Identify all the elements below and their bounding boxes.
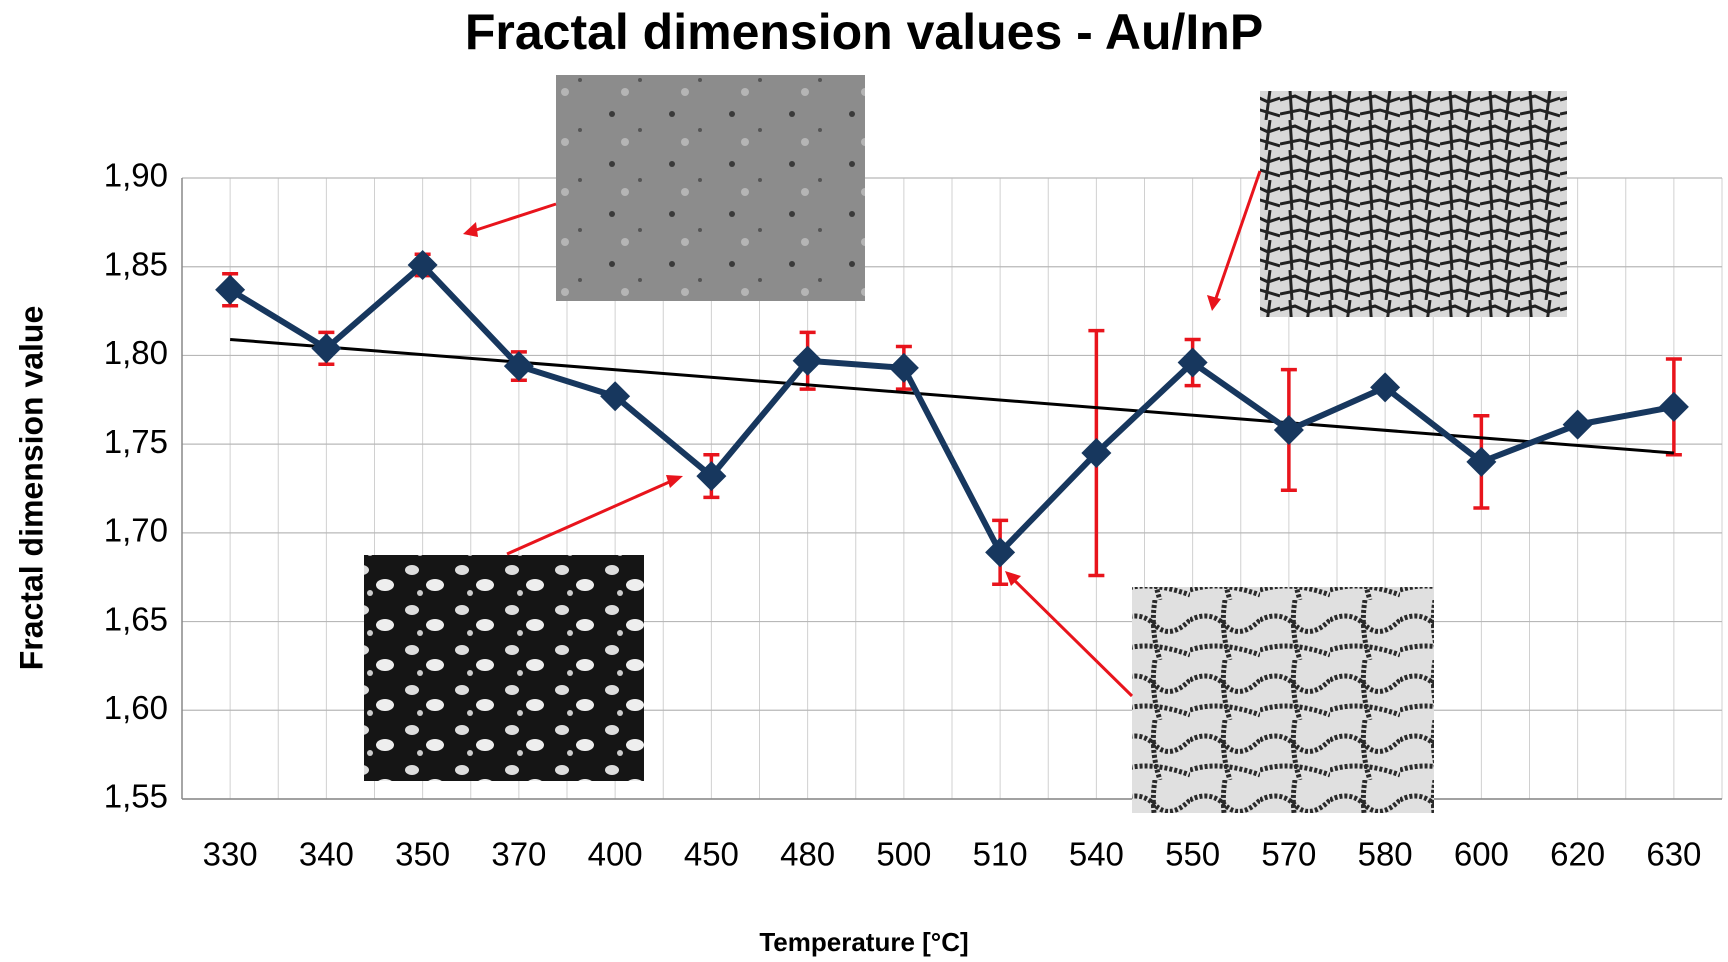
x-tick-label: 620 [1550, 836, 1605, 873]
y-tick-label: 1,80 [104, 334, 168, 371]
data-point [503, 351, 534, 382]
x-tick-label: 510 [973, 836, 1028, 873]
arrow [1008, 574, 1134, 698]
x-tick-label: 630 [1646, 836, 1701, 873]
x-tick-label: 540 [1069, 836, 1124, 873]
x-tick-label: 450 [684, 836, 739, 873]
x-axis-title: Temperature [°C] [759, 927, 968, 957]
data-point [600, 381, 631, 412]
y-tick-label: 1,65 [104, 600, 168, 637]
data-point [1466, 446, 1497, 477]
trendline [230, 337, 1674, 455]
x-tick-label: 370 [491, 836, 546, 873]
x-tick-label: 340 [299, 836, 354, 873]
x-tick-label: 350 [395, 836, 450, 873]
x-tick-label: 400 [588, 836, 643, 873]
x-tick-label: 500 [876, 836, 931, 873]
arrow [506, 477, 677, 556]
arrow-head [463, 222, 478, 237]
data-point [888, 352, 919, 383]
data-point [1562, 409, 1593, 440]
y-tick-label: 1,85 [104, 245, 168, 282]
micrograph-350 [556, 75, 865, 301]
y-tick-label: 1,90 [104, 157, 168, 194]
micrograph-510 [1132, 587, 1434, 813]
micrograph-450 [364, 555, 644, 781]
y-tick-label: 1,60 [104, 689, 168, 726]
y-tick-label: 1,75 [104, 423, 168, 460]
y-tick-label: 1,70 [104, 512, 168, 549]
micrograph-550 [1260, 91, 1567, 317]
x-tick-label: 480 [780, 836, 835, 873]
y-axis-title: Fractal dimension value [13, 306, 49, 671]
x-tick-label: 600 [1454, 836, 1509, 873]
data-point [1177, 347, 1208, 378]
series-line [228, 261, 1675, 556]
data-point [1273, 414, 1304, 445]
x-tick-label: 330 [203, 836, 258, 873]
x-tick-label: 580 [1358, 836, 1413, 873]
data-point [792, 345, 823, 376]
y-tick-label: 1,55 [104, 778, 168, 815]
data-point [407, 249, 438, 280]
x-tick-label: 570 [1261, 836, 1316, 873]
data-point [1370, 372, 1401, 403]
arrow-head [666, 475, 683, 488]
arrow-head [1207, 295, 1221, 311]
chart-title: Fractal dimension values - Au/InP [465, 4, 1263, 60]
data-point [1658, 391, 1689, 422]
data-point [311, 333, 342, 364]
arrow-head [1005, 571, 1021, 586]
arrow [1212, 170, 1262, 305]
arrow [469, 202, 557, 234]
micrographs [364, 75, 1567, 813]
x-tick-label: 550 [1165, 836, 1220, 873]
data-point [1081, 438, 1112, 469]
data-point [696, 461, 727, 492]
data-point [985, 537, 1016, 568]
data-point [215, 274, 246, 305]
